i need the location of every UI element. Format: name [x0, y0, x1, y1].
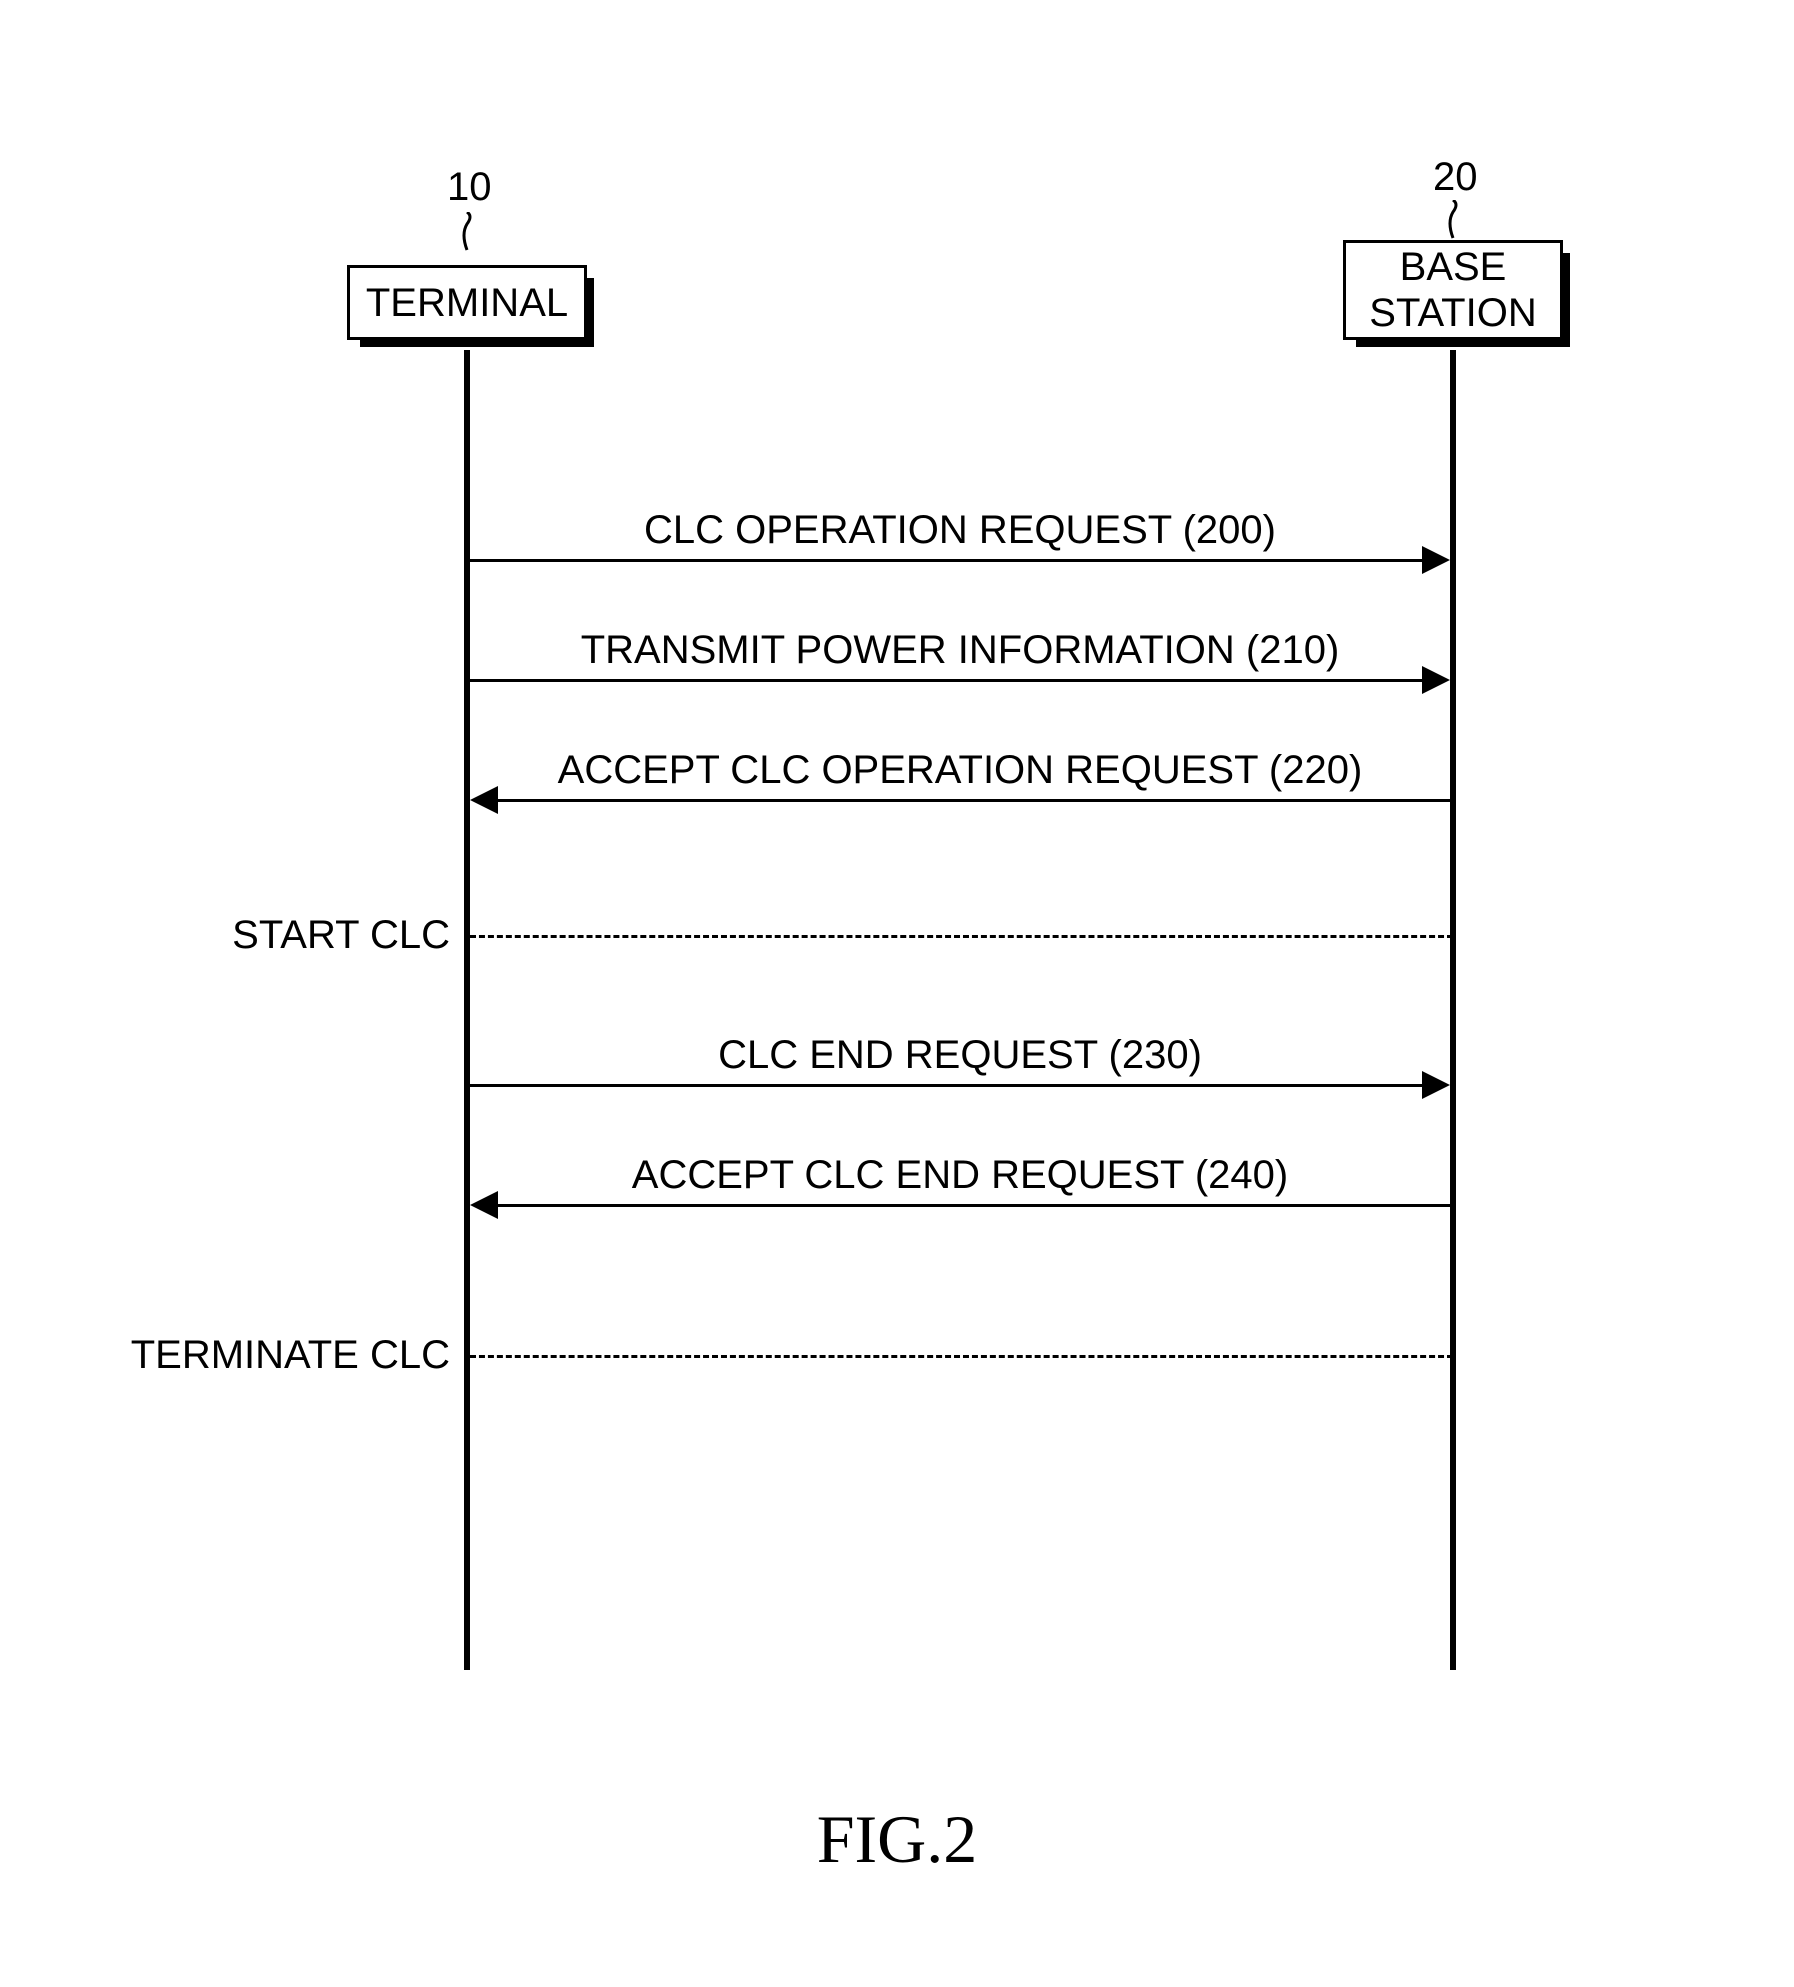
arrow-head-icon — [470, 1191, 498, 1219]
msg-label: CLC END REQUEST (230) — [467, 1033, 1453, 1078]
phase-divider — [470, 1355, 1453, 1358]
phase-label: TERMINATE CLC — [70, 1333, 450, 1378]
arrow-head-icon — [1422, 666, 1450, 694]
box-shadow — [360, 337, 594, 347]
msg-label: TRANSMIT POWER INFORMATION (210) — [467, 628, 1453, 673]
msg-arrow — [495, 1204, 1453, 1207]
arrow-head-icon — [470, 786, 498, 814]
phase-label: START CLC — [120, 913, 450, 958]
right-ref-tick — [1433, 200, 1473, 240]
left-ref-number: 10 — [447, 165, 487, 210]
msg-arrow — [470, 559, 1430, 562]
terminal-box: TERMINAL — [347, 265, 587, 340]
msg-label: ACCEPT CLC OPERATION REQUEST (220) — [467, 748, 1453, 793]
msg-arrow — [495, 799, 1453, 802]
base-station-box: BASE STATION — [1343, 240, 1563, 340]
arrow-head-icon — [1422, 546, 1450, 574]
box-shadow — [1356, 337, 1570, 347]
msg-arrow — [470, 679, 1430, 682]
box-shadow — [1560, 253, 1570, 347]
figure-caption: FIG.2 — [0, 1800, 1794, 1879]
sequence-diagram: 10 20 TERMINAL BASE STATION CLC OPERATIO… — [0, 0, 1794, 1987]
terminal-label: TERMINAL — [366, 280, 568, 326]
phase-divider — [470, 935, 1453, 938]
right-ref-number: 20 — [1433, 155, 1473, 200]
msg-label: ACCEPT CLC END REQUEST (240) — [467, 1153, 1453, 1198]
msg-label: CLC OPERATION REQUEST (200) — [467, 508, 1453, 553]
base-station-label: BASE STATION — [1369, 244, 1536, 336]
left-ref-tick — [447, 212, 487, 252]
arrow-head-icon — [1422, 1071, 1450, 1099]
msg-arrow — [470, 1084, 1430, 1087]
